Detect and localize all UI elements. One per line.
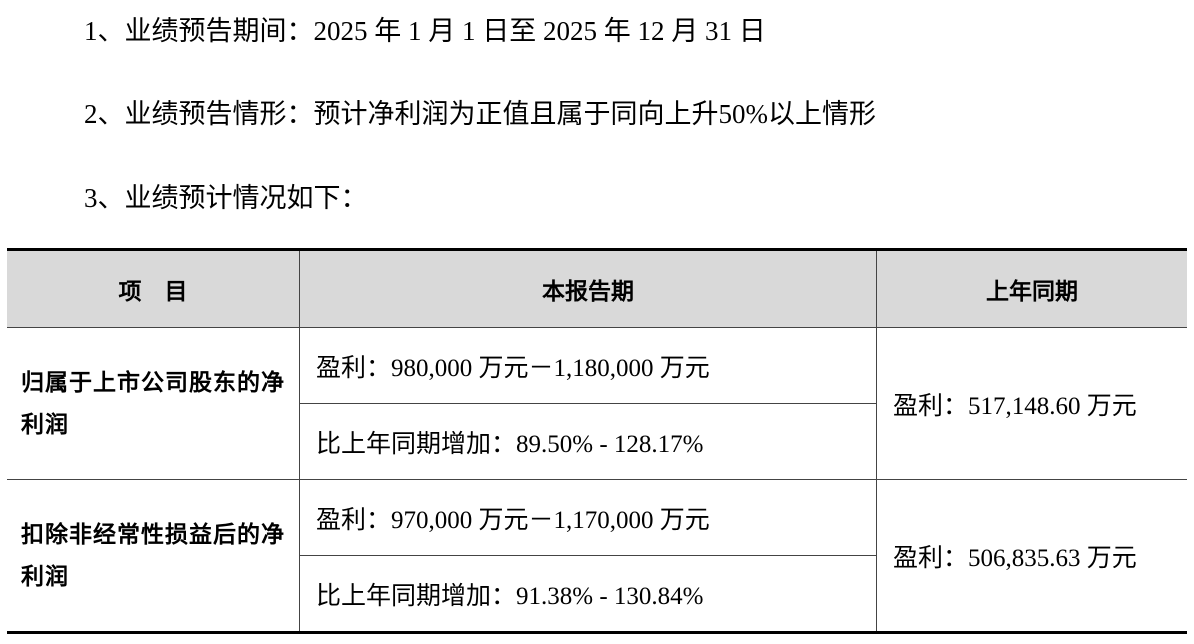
paragraph-forecast-period: 1、业绩预告期间：2025 年 1 月 1 日至 2025 年 12 月 31 … bbox=[84, 16, 766, 46]
previous-profit-cell: 盈利：517,148.60 万元 bbox=[876, 327, 1187, 480]
row-item-label: 归属于上市公司股东的净利润 bbox=[7, 327, 300, 480]
table-header-row: 项 目 本报告期 上年同期 bbox=[7, 249, 1187, 328]
current-profit-cell: 盈利：980,000 万元－1,180,000 万元 bbox=[299, 327, 877, 404]
forecast-table: 项 目 本报告期 上年同期 归属于上市公司股东的净利润 盈利：980,000 万… bbox=[7, 248, 1187, 634]
current-profit-cell: 盈利：970,000 万元－1,170,000 万元 bbox=[299, 479, 877, 556]
row-item-label: 扣除非经常性损益后的净利润 bbox=[7, 479, 300, 633]
paragraph-forecast-type: 2、业绩预告情形：预计净利润为正值且属于同向上升50%以上情形 bbox=[84, 99, 876, 129]
header-item: 项 目 bbox=[7, 249, 300, 328]
table-row: 比上年同期增加：91.38% - 130.84% bbox=[7, 555, 1187, 633]
current-growth-cell: 比上年同期增加：89.50% - 128.17% bbox=[299, 403, 877, 480]
current-growth-cell: 比上年同期增加：91.38% - 130.84% bbox=[299, 555, 877, 633]
header-current-period: 本报告期 bbox=[299, 249, 877, 328]
table-row: 扣除非经常性损益后的净利润 盈利：970,000 万元－1,170,000 万元… bbox=[7, 479, 1187, 633]
table-row: 比上年同期增加：89.50% - 128.17% bbox=[7, 403, 1187, 480]
paragraph-forecast-details: 3、业绩预计情况如下： bbox=[84, 183, 368, 213]
header-previous-period: 上年同期 bbox=[876, 249, 1187, 328]
previous-profit-cell: 盈利：506,835.63 万元 bbox=[876, 479, 1187, 633]
table-row: 归属于上市公司股东的净利润 盈利：980,000 万元－1,180,000 万元… bbox=[7, 327, 1187, 480]
